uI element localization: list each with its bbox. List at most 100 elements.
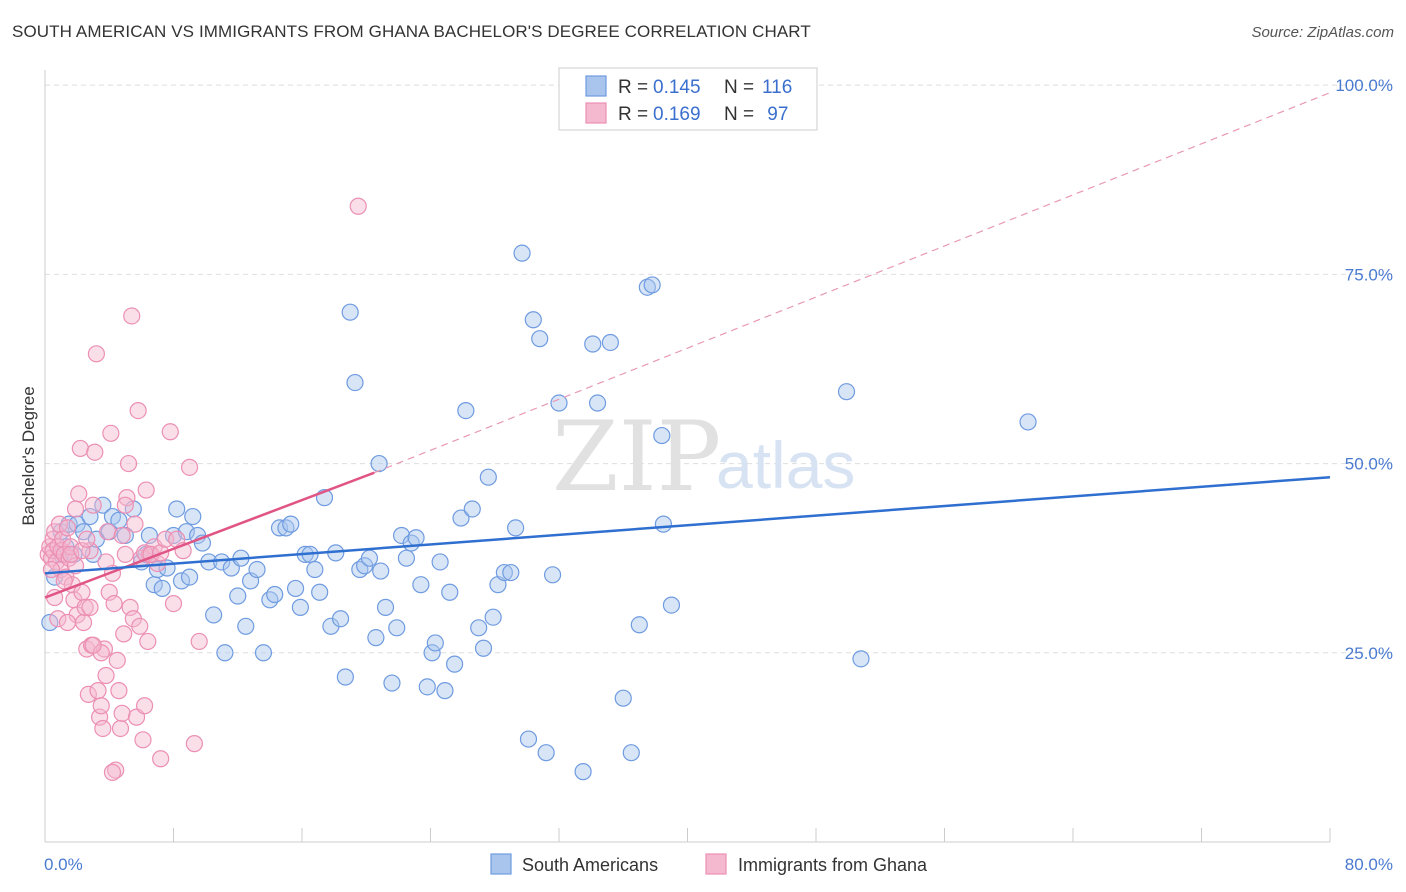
trend-lines: [44, 92, 1331, 599]
south-american-point-35: [213, 553, 231, 571]
ghana-point-47: [111, 719, 130, 738]
south-american-point-93: [513, 244, 531, 262]
ghana-point-35: [92, 697, 110, 715]
y-tick-label-0: 25.0%: [1345, 644, 1393, 663]
south-american-point-53: [306, 560, 324, 579]
ghana-point-61: [134, 731, 152, 749]
bottom-legend-south-americans: South Americans: [522, 855, 658, 875]
south-american-point-111: [654, 515, 673, 533]
south-american-point-74: [412, 576, 430, 594]
ghana-point-64: [139, 632, 157, 651]
south-american-point-101: [584, 335, 602, 353]
y-tick-label-1: 50.0%: [1345, 455, 1393, 474]
south-american-point-90: [495, 563, 513, 582]
south-american-point-73: [407, 529, 425, 547]
ghana-point-86: [113, 526, 131, 545]
ghana-point-39: [99, 523, 117, 541]
ghana-point-43: [105, 594, 123, 613]
south-american-point-20: [140, 526, 159, 545]
ghana-point-30: [84, 496, 102, 514]
ghana-point-73: [161, 423, 179, 441]
south-american-point-85: [470, 619, 488, 637]
ghana-point-81: [49, 610, 67, 628]
south-american-point-75: [418, 678, 436, 696]
south-american-point-114: [1019, 413, 1037, 431]
ghana-point-91: [84, 636, 102, 654]
south-american-point-100: [574, 763, 592, 781]
ghana-point-94: [58, 613, 77, 632]
ghana-point-78: [185, 735, 203, 753]
legend-n-label-2: N =: [724, 104, 754, 125]
chart-title: SOUTH AMERICAN VS IMMIGRANTS FROM GHANA …: [12, 22, 811, 41]
south-american-point-45: [266, 585, 284, 604]
south-american-point-106: [630, 616, 648, 634]
south-american-point-88: [484, 608, 502, 626]
watermark: ZIP atlas: [552, 401, 855, 513]
south-american-point-66: [372, 562, 390, 580]
south-americans-trend-line: [44, 475, 1331, 575]
ghana-point-25: [76, 598, 94, 616]
south-american-point-112: [837, 383, 856, 401]
south-american-point-40: [237, 617, 255, 635]
bottom-legend-ghana: Immigrants from Ghana: [738, 855, 928, 875]
south-american-point-69: [388, 619, 406, 637]
south-american-point-26: [168, 500, 186, 518]
ghana-point-50: [116, 545, 134, 563]
ghana-point-74: [164, 594, 183, 613]
ghana-point-27: [79, 685, 97, 704]
y-tick-label-2: 75.0%: [1345, 265, 1393, 284]
ghana-point-21: [70, 485, 88, 503]
south-american-point-115: [370, 454, 388, 473]
south-american-point-83: [457, 401, 475, 420]
axes: [44, 70, 1331, 843]
south-american-point-27: [172, 572, 191, 590]
south-american-point-104: [614, 689, 632, 707]
legend-r-label-1: R =: [618, 77, 648, 98]
y-axis-label: Bachelor's Degree: [19, 386, 38, 525]
y-tick-label-3: 100.0%: [1335, 76, 1393, 95]
ghana-point-53: [121, 598, 139, 616]
ghana-point-92: [116, 496, 134, 514]
south-americans-points: [41, 244, 1037, 781]
ghana-point-79: [190, 632, 208, 651]
south-american-point-30: [184, 507, 202, 526]
bottom-legend: South Americans Immigrants from Ghana: [490, 853, 928, 875]
ghana-point-33: [89, 682, 107, 700]
south-american-point-96: [531, 330, 549, 348]
ghana-point-14: [58, 519, 77, 537]
south-american-point-113: [852, 650, 870, 668]
ghana-point-58: [129, 401, 147, 420]
south-american-point-71: [397, 549, 416, 567]
legend-swatch-pink: [585, 102, 607, 124]
watermark-atlas: atlas: [716, 428, 855, 502]
south-american-point-29: [180, 568, 199, 586]
ghana-point-48: [113, 704, 131, 722]
south-american-point-61: [346, 373, 364, 392]
south-american-point-92: [507, 519, 525, 537]
ghana-point-45: [108, 651, 126, 669]
south-american-point-109: [653, 426, 671, 445]
ghana-point-82: [62, 545, 80, 563]
south-american-point-58: [331, 610, 350, 628]
ghana-trend-extension: [374, 92, 1331, 474]
legend-r-value-2: 0.169: [653, 104, 701, 125]
south-american-point-79: [436, 682, 454, 700]
south-american-point-54: [311, 583, 329, 601]
ghana-point-83: [81, 598, 99, 616]
south-american-point-38: [229, 587, 247, 605]
south-american-point-12: [94, 496, 112, 514]
ghana-point-31: [86, 443, 104, 461]
legend-n-value-1: 116: [762, 77, 792, 98]
ghana-point-40: [100, 583, 118, 601]
ghana-trend-line: [44, 471, 375, 599]
south-american-point-44: [261, 591, 279, 609]
x-tick-labels: 0.0% 80.0%: [44, 855, 1393, 874]
south-american-point-9: [81, 507, 99, 526]
source-label: Source: ZipAtlas.com: [1251, 24, 1394, 41]
south-american-point-0: [41, 613, 59, 632]
ghana-point-77: [180, 458, 199, 476]
ghana-points: [39, 197, 367, 781]
south-american-point-102: [588, 394, 607, 412]
ghana-point-36: [94, 719, 112, 738]
